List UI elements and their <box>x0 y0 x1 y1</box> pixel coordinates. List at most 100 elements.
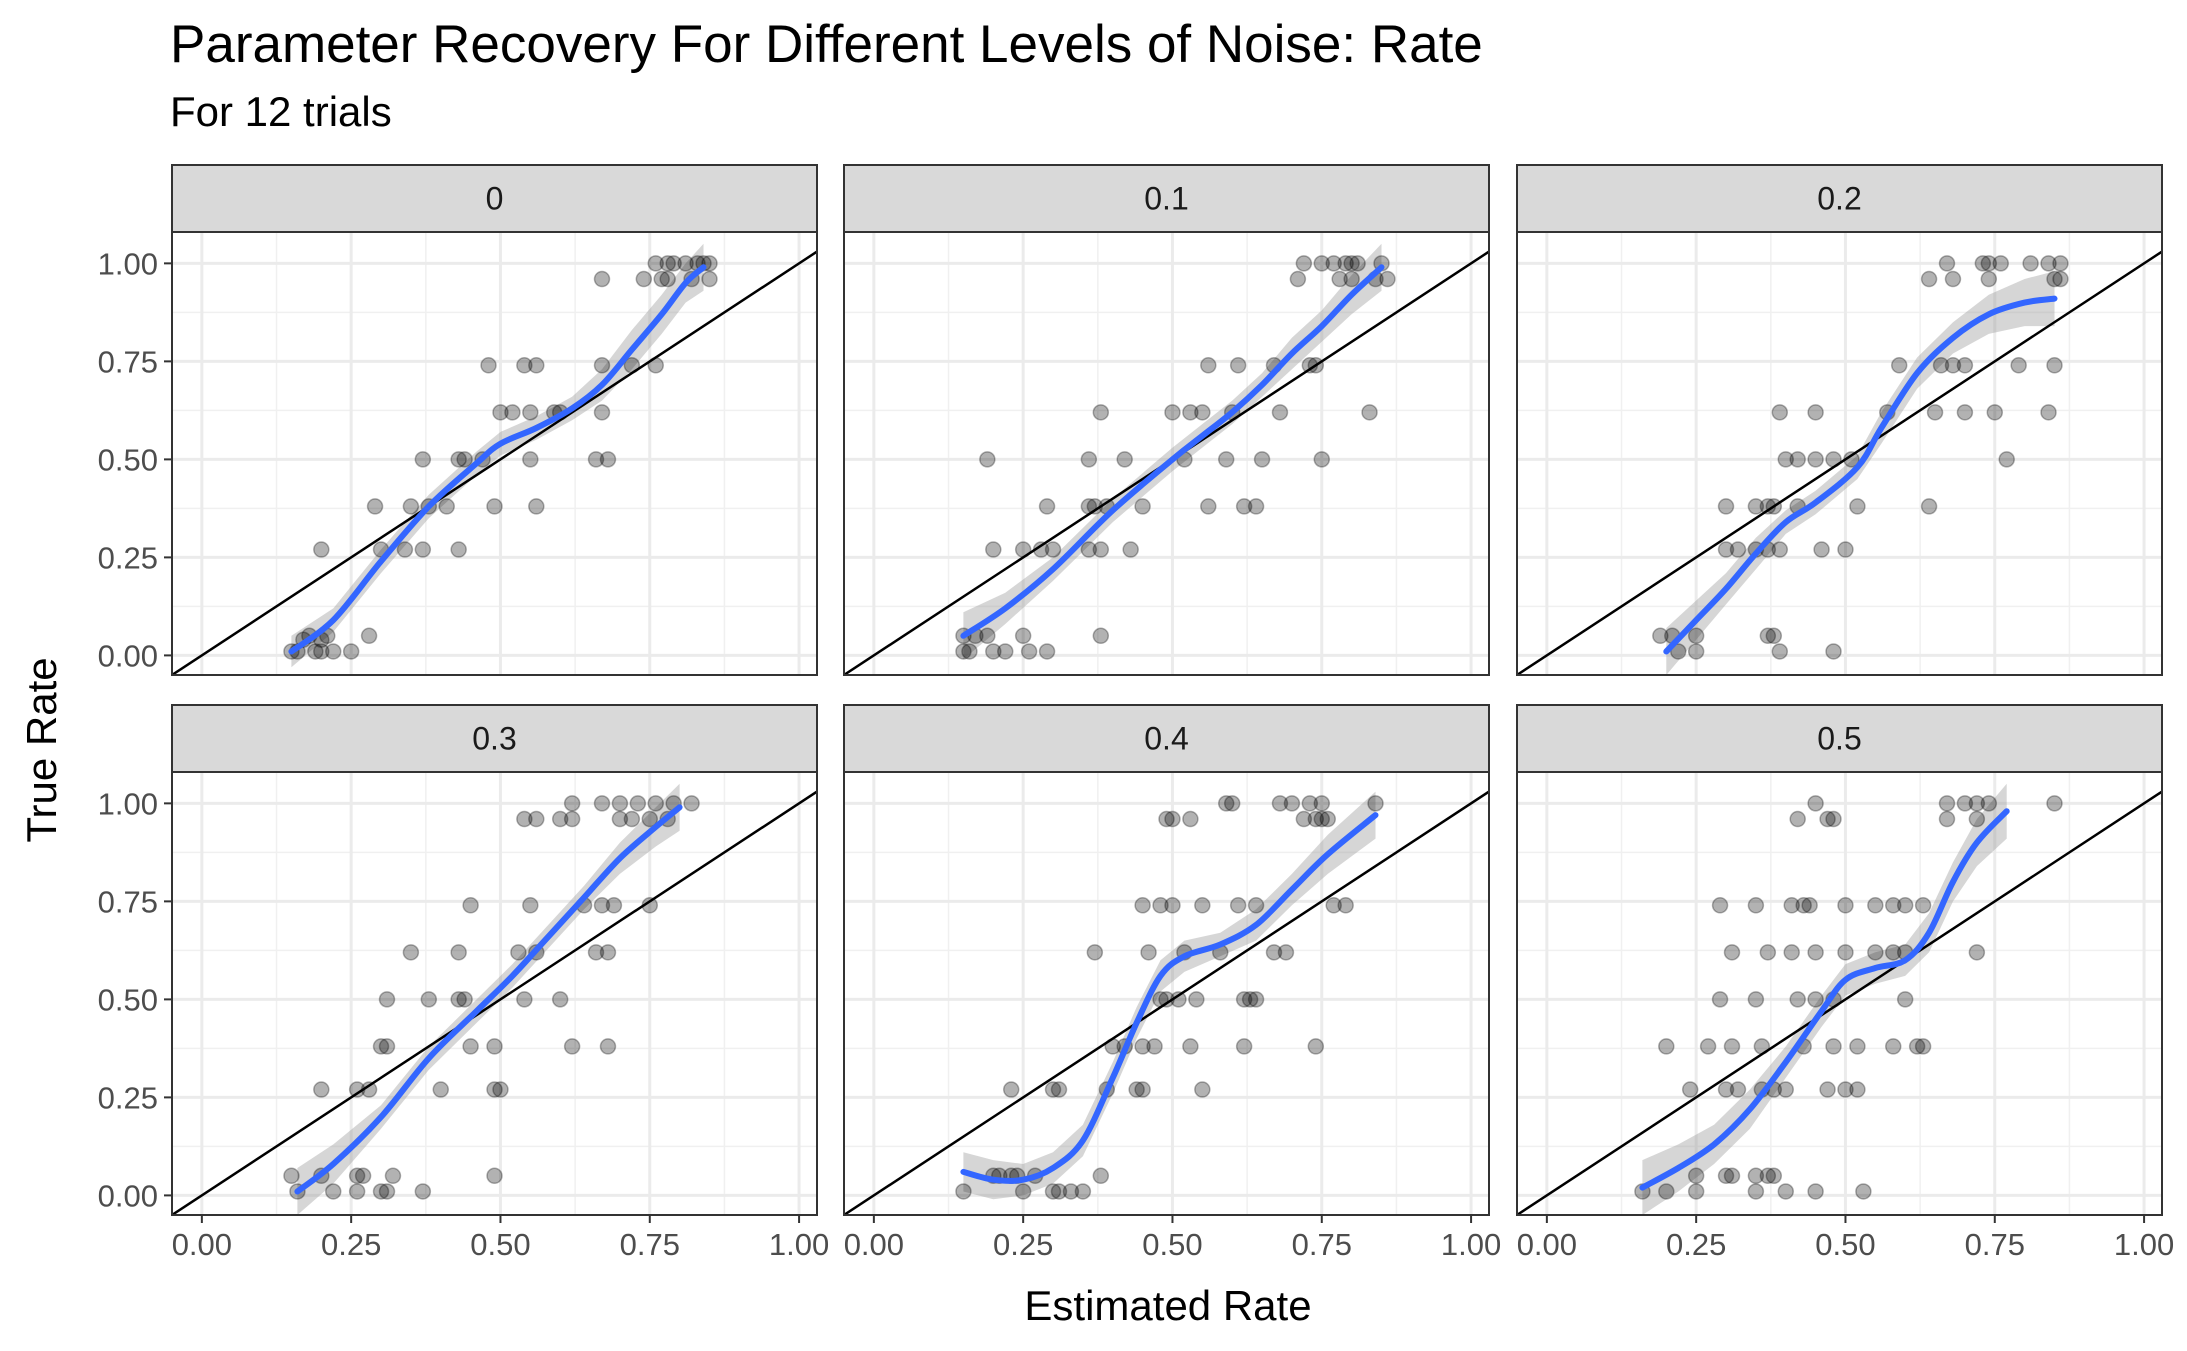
panel-contents <box>844 243 1489 675</box>
data-point <box>462 897 479 914</box>
data-point <box>325 643 342 660</box>
data-point <box>1711 991 1729 1008</box>
data-point <box>1164 404 1181 421</box>
data-point <box>599 1038 617 1055</box>
data-point <box>486 1167 503 1185</box>
data-point <box>611 795 629 812</box>
data-point <box>504 404 521 421</box>
data-point <box>1956 357 1974 374</box>
x-tick-label: 1.00 <box>2114 1227 2174 1262</box>
data-point <box>450 451 467 468</box>
data-point <box>1289 270 1307 288</box>
data-point <box>1896 991 1914 1008</box>
data-point <box>1217 451 1235 468</box>
data-point <box>1825 810 1842 828</box>
data-point <box>1920 498 1938 515</box>
data-point <box>1801 897 1818 914</box>
data-point <box>348 1167 366 1185</box>
data-point <box>1986 404 2004 421</box>
data-point <box>1670 643 1687 660</box>
data-point <box>1968 795 1986 812</box>
data-point <box>1956 795 1974 812</box>
y-tick-label: 0.00 <box>98 638 158 673</box>
data-point <box>1914 1038 1932 1055</box>
data-point <box>384 1167 402 1185</box>
data-point <box>432 1081 449 1098</box>
facet-strip <box>1516 164 2163 233</box>
facet-strip <box>171 704 818 773</box>
data-point <box>1729 541 1747 558</box>
data-point <box>1711 897 1729 914</box>
data-point <box>1687 643 1705 660</box>
data-point <box>396 541 414 558</box>
data-point <box>1044 541 1062 558</box>
data-point <box>1944 357 1962 374</box>
data-point <box>1194 897 1211 914</box>
data-point <box>1837 541 1854 558</box>
data-point <box>1837 1081 1854 1098</box>
x-tick-label: 0.25 <box>993 1227 1053 1262</box>
data-point <box>1134 1081 1151 1098</box>
identity-line <box>172 250 817 675</box>
data-point <box>1771 541 1789 558</box>
data-point <box>1247 991 1265 1008</box>
data-point <box>2040 404 2057 421</box>
data-point <box>1926 404 1944 421</box>
data-point <box>1319 810 1336 828</box>
y-tick-label: 0.00 <box>98 1178 158 1213</box>
data-point <box>1283 795 1301 812</box>
identity-line <box>1517 790 2162 1215</box>
data-point <box>701 270 718 288</box>
data-point <box>611 810 629 828</box>
data-point <box>1771 643 1789 660</box>
data-point <box>1325 255 1342 272</box>
data-point <box>1200 357 1217 374</box>
data-point <box>1014 541 1032 558</box>
data-point <box>1723 1167 1741 1185</box>
data-point <box>372 1183 390 1200</box>
data-point <box>1974 255 1992 272</box>
data-point <box>1867 897 1884 914</box>
data-point <box>1783 944 1800 961</box>
data-point <box>1062 1183 1080 1200</box>
panel-background <box>172 232 817 675</box>
data-point <box>1807 1183 1824 1200</box>
chart-subtitle: For 12 trials <box>170 88 392 135</box>
data-point <box>1747 1183 1765 1200</box>
data-point <box>1140 944 1157 961</box>
data-point <box>1777 451 1794 468</box>
identity-line <box>172 790 817 1215</box>
data-point <box>510 944 527 961</box>
data-point <box>979 451 996 468</box>
data-point <box>1092 627 1110 645</box>
data-point <box>486 498 503 515</box>
facet-strip <box>1516 704 2163 773</box>
data-point <box>1301 357 1319 374</box>
data-point <box>1819 810 1836 828</box>
data-point <box>659 270 676 288</box>
data-point <box>653 270 670 288</box>
data-point <box>979 627 996 645</box>
data-point <box>629 795 647 812</box>
data-point <box>641 897 659 914</box>
data-point <box>1867 944 1884 961</box>
data-point <box>1128 1081 1145 1098</box>
data-point <box>348 1183 366 1200</box>
data-point <box>1747 1167 1765 1185</box>
data-point <box>480 357 497 374</box>
data-point <box>1158 991 1175 1008</box>
y-tick-label: 0.25 <box>98 1080 158 1115</box>
data-point <box>1134 498 1151 515</box>
data-point <box>1992 255 2009 272</box>
x-tick-label: 0.25 <box>1666 1227 1726 1262</box>
facet-strip-label: 0.1 <box>1144 181 1188 217</box>
data-point <box>354 1167 372 1185</box>
data-point <box>1295 255 1313 272</box>
data-point <box>1313 255 1331 272</box>
data-point <box>1807 991 1824 1008</box>
data-point <box>1104 1038 1121 1055</box>
data-point <box>1361 404 1378 421</box>
data-point <box>1194 404 1211 421</box>
data-point <box>1038 498 1056 515</box>
